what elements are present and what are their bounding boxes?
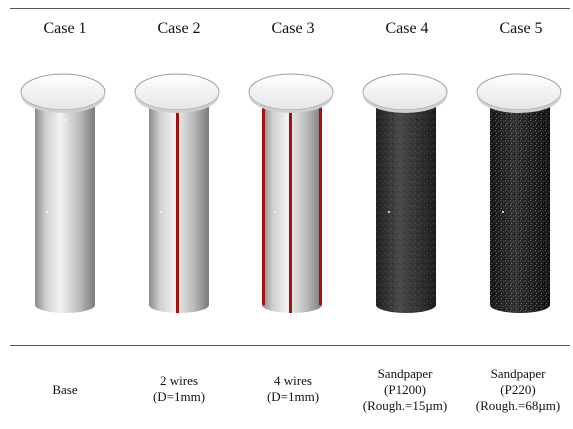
- case-5-label-line-2: (P220): [500, 382, 536, 397]
- case-5-label: Sandpaper (P220) (Rough.=68µm): [458, 366, 573, 414]
- case-3-label: 4 wires (D=1mm): [233, 373, 353, 405]
- case-1-label-line-1: Base: [52, 382, 78, 397]
- top-rule: [10, 8, 570, 9]
- case-4-label-line-2: (P1200): [384, 382, 426, 397]
- case-4-label-line-1: Sandpaper: [377, 366, 433, 381]
- case-4-cylinder: [362, 73, 448, 313]
- case-1-title: Case 1: [43, 20, 87, 37]
- case-3-label-line-1: 4 wires: [274, 373, 312, 388]
- case-2-title: Case 2: [157, 20, 201, 37]
- case-4-title: Case 4: [385, 20, 429, 37]
- case-4-label-line-3: (Rough.=15µm): [362, 398, 448, 413]
- case-1-cylinder: [20, 73, 106, 313]
- case-3-cylinder: [248, 73, 334, 313]
- cylinder-models: [20, 73, 562, 313]
- case-2-label: 2 wires (D=1mm): [119, 373, 239, 405]
- case-1-label: Base: [5, 382, 125, 398]
- case-5-label-line-3: (Rough.=68µm): [475, 398, 561, 413]
- case-5-title: Case 5: [499, 20, 543, 37]
- middle-rule: [10, 345, 570, 346]
- case-5-cylinder: [476, 73, 562, 313]
- case-3-label-line-2: (D=1mm): [266, 389, 320, 404]
- case-2-label-line-2: (D=1mm): [152, 389, 206, 404]
- case-5-label-line-1: Sandpaper: [490, 366, 546, 381]
- case-3-title: Case 3: [271, 20, 315, 37]
- case-2-label-line-1: 2 wires: [160, 373, 198, 388]
- case-2-cylinder: [134, 73, 220, 313]
- case-4-label: Sandpaper (P1200) (Rough.=15µm): [345, 366, 465, 414]
